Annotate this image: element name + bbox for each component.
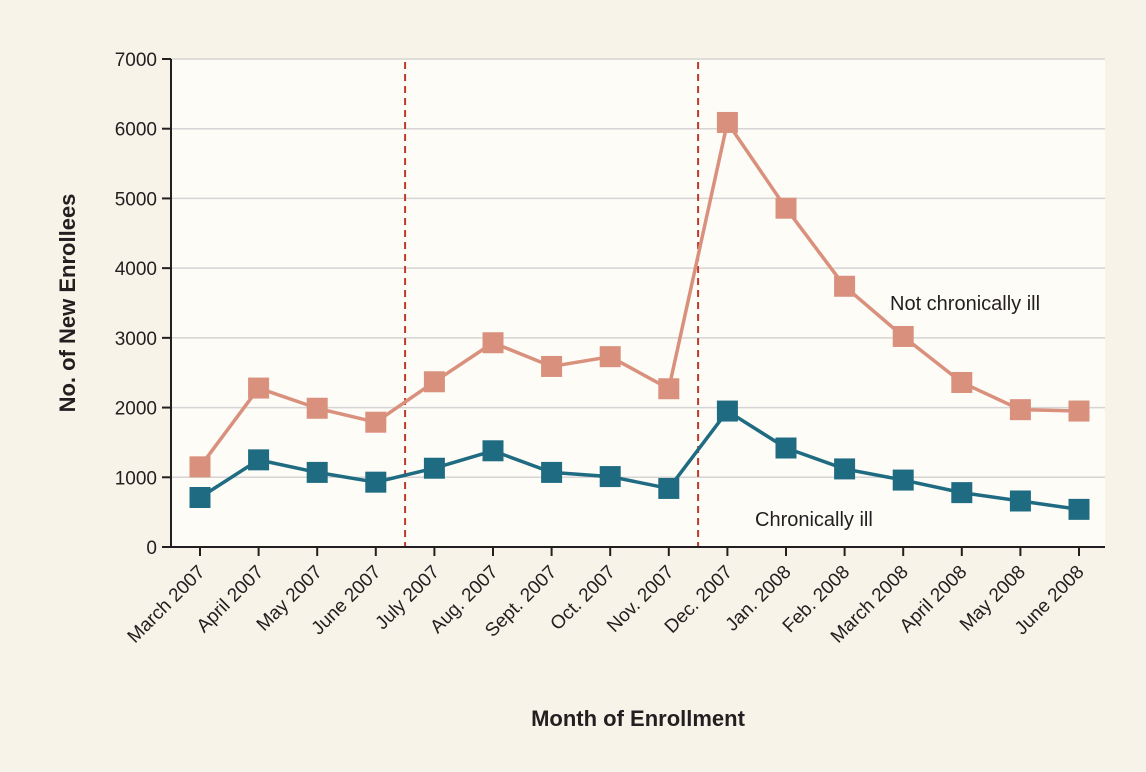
- data-point-chronically-ill-7: [599, 466, 621, 488]
- reference-lines: [404, 62, 700, 547]
- data-point-not-chronically-ill-5: [482, 332, 504, 354]
- series-line-not-chronically-ill: [198, 120, 1080, 468]
- data-point-not-chronically-ill-11: [834, 275, 856, 297]
- y-tick-label-0: 0: [146, 538, 157, 559]
- y-tick-label-4000: 4000: [115, 259, 157, 280]
- y-tick-label-1000: 1000: [115, 468, 157, 489]
- data-point-chronically-ill-10: [775, 437, 797, 459]
- data-point-not-chronically-ill-15: [1068, 400, 1090, 422]
- y-tick-label-2000: 2000: [115, 399, 157, 420]
- y-tick-label-3000: 3000: [115, 329, 157, 350]
- data-point-chronically-ill-8: [658, 477, 680, 499]
- data-point-not-chronically-ill-10: [775, 197, 797, 219]
- data-point-not-chronically-ill-0: [189, 456, 211, 478]
- data-point-chronically-ill-3: [365, 471, 387, 493]
- data-point-not-chronically-ill-13: [951, 371, 973, 393]
- data-point-not-chronically-ill-12: [892, 325, 914, 347]
- data-point-not-chronically-ill-8: [658, 378, 680, 400]
- series-group: [189, 111, 1090, 520]
- y-ticks: 0 1000 2000 3000 4000 5000 6000 7000: [115, 50, 171, 559]
- data-point-chronically-ill-4: [423, 457, 445, 479]
- series-label-not-chronically-ill: Not chronically ill: [890, 293, 1040, 315]
- data-point-chronically-ill-14: [1009, 490, 1031, 512]
- data-point-chronically-ill-6: [541, 461, 563, 483]
- x-tick-label-0: March 2007: [124, 562, 210, 648]
- data-point-chronically-ill-12: [892, 469, 914, 491]
- series-line-chronically-ill: [199, 409, 1080, 512]
- data-point-not-chronically-ill-7: [599, 346, 621, 368]
- data-point-chronically-ill-0: [189, 487, 211, 509]
- data-point-chronically-ill-1: [248, 449, 270, 471]
- data-point-not-chronically-ill-3: [365, 411, 387, 433]
- y-tick-label-5000: 5000: [115, 189, 157, 210]
- data-point-not-chronically-ill-2: [306, 397, 328, 419]
- data-point-not-chronically-ill-1: [248, 377, 270, 399]
- data-point-chronically-ill-15: [1068, 498, 1090, 520]
- data-point-chronically-ill-9: [716, 400, 738, 422]
- y-axis-title: No. of New Enrollees: [55, 194, 80, 413]
- data-point-not-chronically-ill-4: [423, 371, 445, 393]
- data-point-not-chronically-ill-9: [716, 111, 738, 133]
- series-label-chronically-ill: Chronically ill: [755, 509, 873, 531]
- data-point-not-chronically-ill-14: [1009, 399, 1031, 421]
- data-point-chronically-ill-13: [951, 482, 973, 504]
- data-point-chronically-ill-2: [306, 461, 328, 483]
- y-tick-label-6000: 6000: [115, 120, 157, 141]
- data-point-chronically-ill-5: [482, 440, 504, 462]
- data-point-chronically-ill-11: [834, 458, 856, 480]
- x-axis-title: Month of Enrollment: [531, 706, 746, 731]
- axes: [170, 59, 1105, 548]
- y-tick-label-7000: 7000: [115, 50, 157, 71]
- data-point-not-chronically-ill-6: [541, 355, 563, 377]
